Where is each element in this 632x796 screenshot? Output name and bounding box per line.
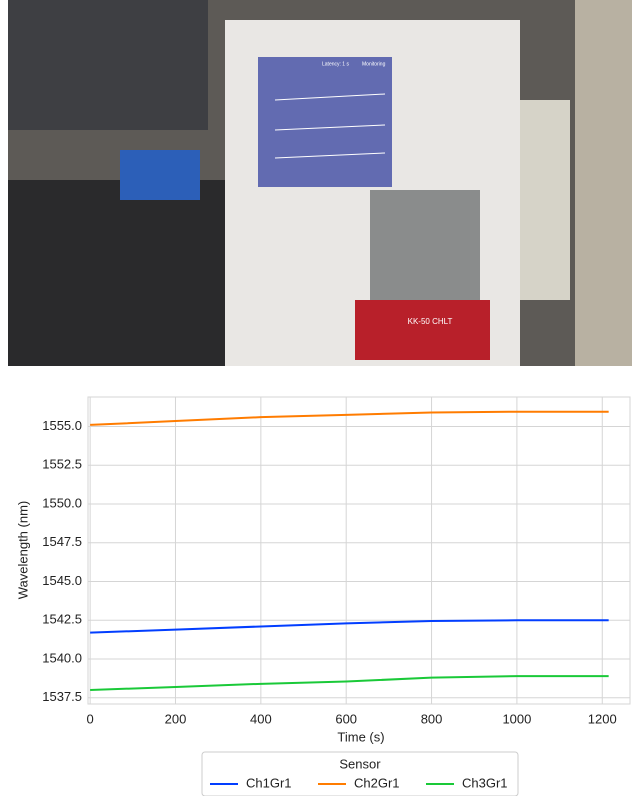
pegboard <box>8 0 208 130</box>
x-tick-label: 400 <box>250 711 272 726</box>
page: KK-50 CHLT Latency: 1 s Monitoring Time … <box>0 0 632 796</box>
bench <box>8 180 258 366</box>
y-tick-label: 1547.5 <box>42 534 82 549</box>
line <box>90 676 609 690</box>
y-tick-label: 1555.0 <box>42 418 82 433</box>
line <box>90 620 609 632</box>
radiator <box>575 0 632 366</box>
x-tick-label: 600 <box>335 711 357 726</box>
line <box>90 412 609 425</box>
legend-title: Sensor <box>339 756 381 771</box>
interrogator <box>120 150 200 200</box>
overlay-label: Latency: 1 s <box>322 61 349 67</box>
brand-stripe <box>355 300 490 360</box>
y-tick-label: 1542.5 <box>42 612 82 627</box>
x-axis-label: Time (s) <box>337 729 384 744</box>
y-axis-label: Wavelength (nm) <box>15 501 30 600</box>
x-tick-label: 0 <box>87 711 94 726</box>
x-tick-label: 1200 <box>588 711 617 726</box>
y-tick-label: 1545.0 <box>42 573 82 588</box>
brand-label: KK-50 CHLT <box>408 317 453 326</box>
y-tick-label: 1537.5 <box>42 689 82 704</box>
x-tick-label: 1000 <box>502 711 531 726</box>
overlay-label: Monitoring <box>362 61 386 67</box>
x-tick-label: 200 <box>165 711 187 726</box>
y-tick-label: 1552.5 <box>42 457 82 472</box>
legend-label: Ch3Gr1 <box>462 775 508 790</box>
y-tick-label: 1550.0 <box>42 495 82 510</box>
plot-frame <box>88 397 630 704</box>
ar-overlay <box>258 57 392 187</box>
x-tick-label: 800 <box>421 711 443 726</box>
legend-label: Ch2Gr1 <box>354 775 400 790</box>
chart: Time (s) Wavelength (nm) 1537.5 1540.0 154… <box>15 397 630 796</box>
legend-label: Ch1Gr1 <box>246 775 292 790</box>
photo: KK-50 CHLT Latency: 1 s Monitoring <box>8 0 632 366</box>
y-tick-label: 1540.0 <box>42 650 82 665</box>
